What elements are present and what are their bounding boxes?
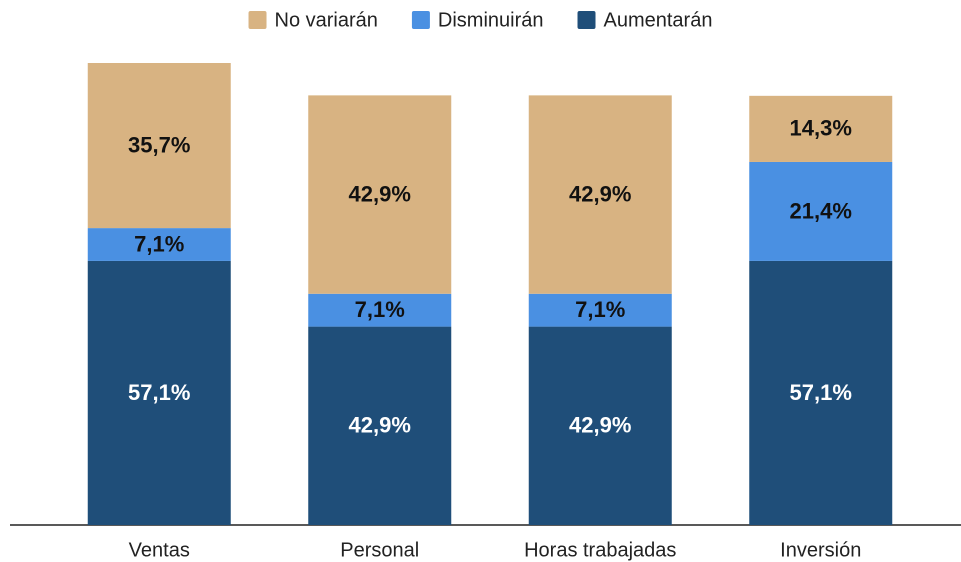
value-label: 14,3% bbox=[790, 116, 852, 141]
bar-segment bbox=[308, 293, 452, 327]
value-label: 7,1% bbox=[575, 297, 625, 322]
bar-segment bbox=[528, 326, 672, 525]
value-label: 42,9% bbox=[349, 181, 411, 206]
legend-swatch bbox=[248, 11, 267, 29]
bar-segment bbox=[308, 326, 452, 525]
legend-swatch bbox=[411, 11, 430, 29]
bar-segment bbox=[308, 95, 452, 294]
bar-segment bbox=[87, 260, 231, 525]
value-label: 57,1% bbox=[128, 380, 190, 405]
value-label: 42,9% bbox=[569, 181, 631, 206]
value-label: 42,9% bbox=[349, 413, 411, 438]
bar-segment bbox=[87, 63, 231, 229]
bar-segment bbox=[749, 260, 893, 525]
bar-segment bbox=[749, 161, 893, 261]
x-tick-label: Horas trabajadas bbox=[524, 539, 676, 561]
legend-label: Aumentarán bbox=[604, 9, 713, 31]
bar-segment bbox=[749, 95, 893, 162]
value-label: 35,7% bbox=[128, 132, 190, 157]
value-label: 7,1% bbox=[355, 297, 405, 322]
value-label: 42,9% bbox=[569, 413, 631, 438]
bar-segment bbox=[87, 228, 231, 261]
x-tick-label: Ventas bbox=[129, 539, 190, 561]
legend-label: Disminuirán bbox=[438, 9, 544, 31]
bar-segment bbox=[528, 95, 672, 294]
legend-label: No variarán bbox=[275, 9, 378, 31]
value-label: 21,4% bbox=[790, 198, 852, 223]
bar-segment bbox=[528, 293, 672, 327]
x-tick-label: Personal bbox=[340, 539, 419, 561]
value-label: 7,1% bbox=[134, 231, 184, 256]
legend-swatch bbox=[577, 11, 596, 29]
x-tick-label: Inversión bbox=[780, 539, 861, 561]
value-label: 57,1% bbox=[790, 380, 852, 405]
